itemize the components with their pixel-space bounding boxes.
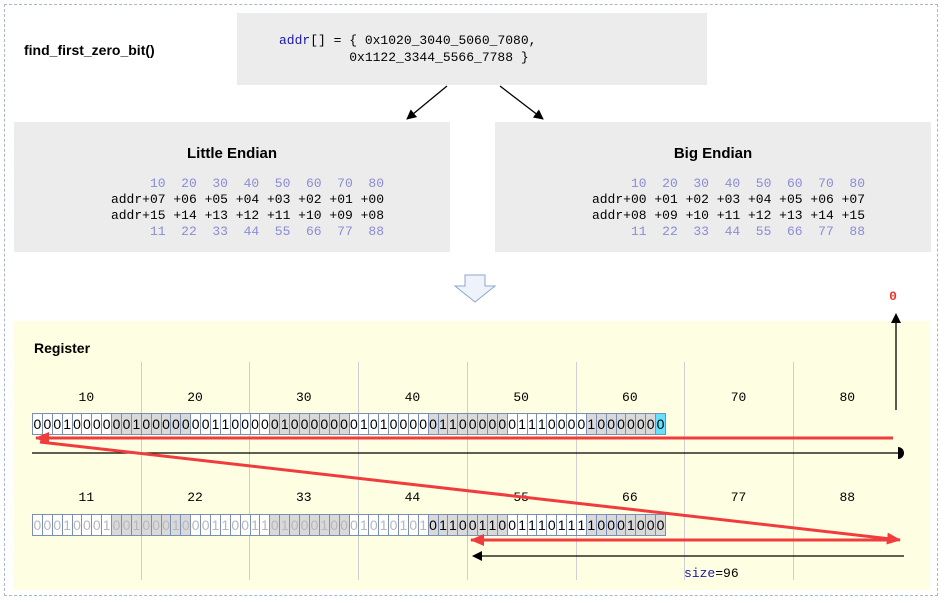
be-row-1: addr+00 +01 +02 +03 +04 +05 +06 +07 (591, 192, 865, 207)
byte-divider (141, 362, 142, 580)
group-label: 88 (839, 490, 856, 505)
byte-divider (793, 362, 794, 580)
little-endian-title: Little Endian (187, 145, 277, 162)
code-line-2: 0x1122_3344_5566_7788 } (279, 50, 529, 65)
group-label: 60 (622, 390, 638, 405)
baseline-end-cap (898, 447, 904, 459)
group-label: 10 (78, 390, 95, 405)
result-zero-label: 0 (889, 289, 897, 304)
group-label: 40 (404, 390, 421, 405)
le-row-2: addr+15 +14 +13 +12 +11 +10 +09 +08 (110, 208, 384, 223)
down-block-arrow (453, 274, 497, 303)
le-row-1: addr+07 +06 +05 +04 +03 +02 +01 +00 (110, 192, 384, 207)
le-bottom-bytes: 11 22 33 44 55 66 77 88 (149, 224, 384, 239)
le-top-bytes: 10 20 30 40 50 60 70 80 (149, 176, 384, 191)
byte-divider (467, 362, 468, 580)
group-label: 11 (78, 490, 95, 505)
group-label: 77 (730, 490, 747, 505)
code-keyword: addr (279, 33, 311, 48)
group-label: 33 (295, 490, 312, 505)
be-row-2: addr+08 +09 +10 +11 +12 +13 +14 +15 (591, 208, 865, 223)
code-box: addr[] = { 0x1020_3040_5060_7080, 0x1122… (237, 13, 707, 85)
be-top-bytes: 10 20 30 40 50 60 70 80 (630, 176, 865, 191)
scan-arrow-diagonal (39, 440, 901, 545)
group-label: 70 (730, 390, 747, 405)
group-label: 20 (187, 390, 203, 405)
little-endian-panel: Little Endian 10 20 30 40 50 60 70 80 ad… (14, 122, 450, 252)
group-label: 50 (513, 390, 529, 405)
group-label: 44 (404, 490, 421, 505)
big-endian-title: Big Endian (673, 145, 753, 162)
register-bit: 0 (655, 413, 666, 435)
group-label: 66 (622, 490, 638, 505)
group-label: 22 (187, 490, 203, 505)
register-title: Register (34, 340, 91, 356)
byte-divider (576, 362, 577, 580)
arrow-to-little-endian (406, 85, 448, 120)
register-bit: 0 (655, 514, 666, 536)
code-line-1: addr[] = { 0x1020_3040_5060_7080, (279, 32, 536, 49)
diagram-frame (4, 4, 938, 596)
code-line-1-rest: [] = { 0x1020_3040_5060_7080, (310, 33, 537, 48)
byte-divider (358, 362, 359, 580)
byte-divider (249, 362, 250, 580)
size-value: =96 (715, 566, 739, 581)
size-key: size (684, 566, 716, 581)
arrow-to-big-endian (499, 85, 544, 120)
be-bottom-bytes: 11 22 33 44 55 66 77 88 (630, 224, 865, 239)
group-label: 80 (839, 390, 856, 405)
function-title: find_first_zero_bit() (24, 42, 155, 58)
size-label: size=96 (684, 566, 739, 581)
byte-divider (684, 362, 685, 580)
group-label: 30 (295, 390, 312, 405)
big-endian-panel: Big Endian 10 20 30 40 50 60 70 80 addr+… (495, 122, 931, 252)
